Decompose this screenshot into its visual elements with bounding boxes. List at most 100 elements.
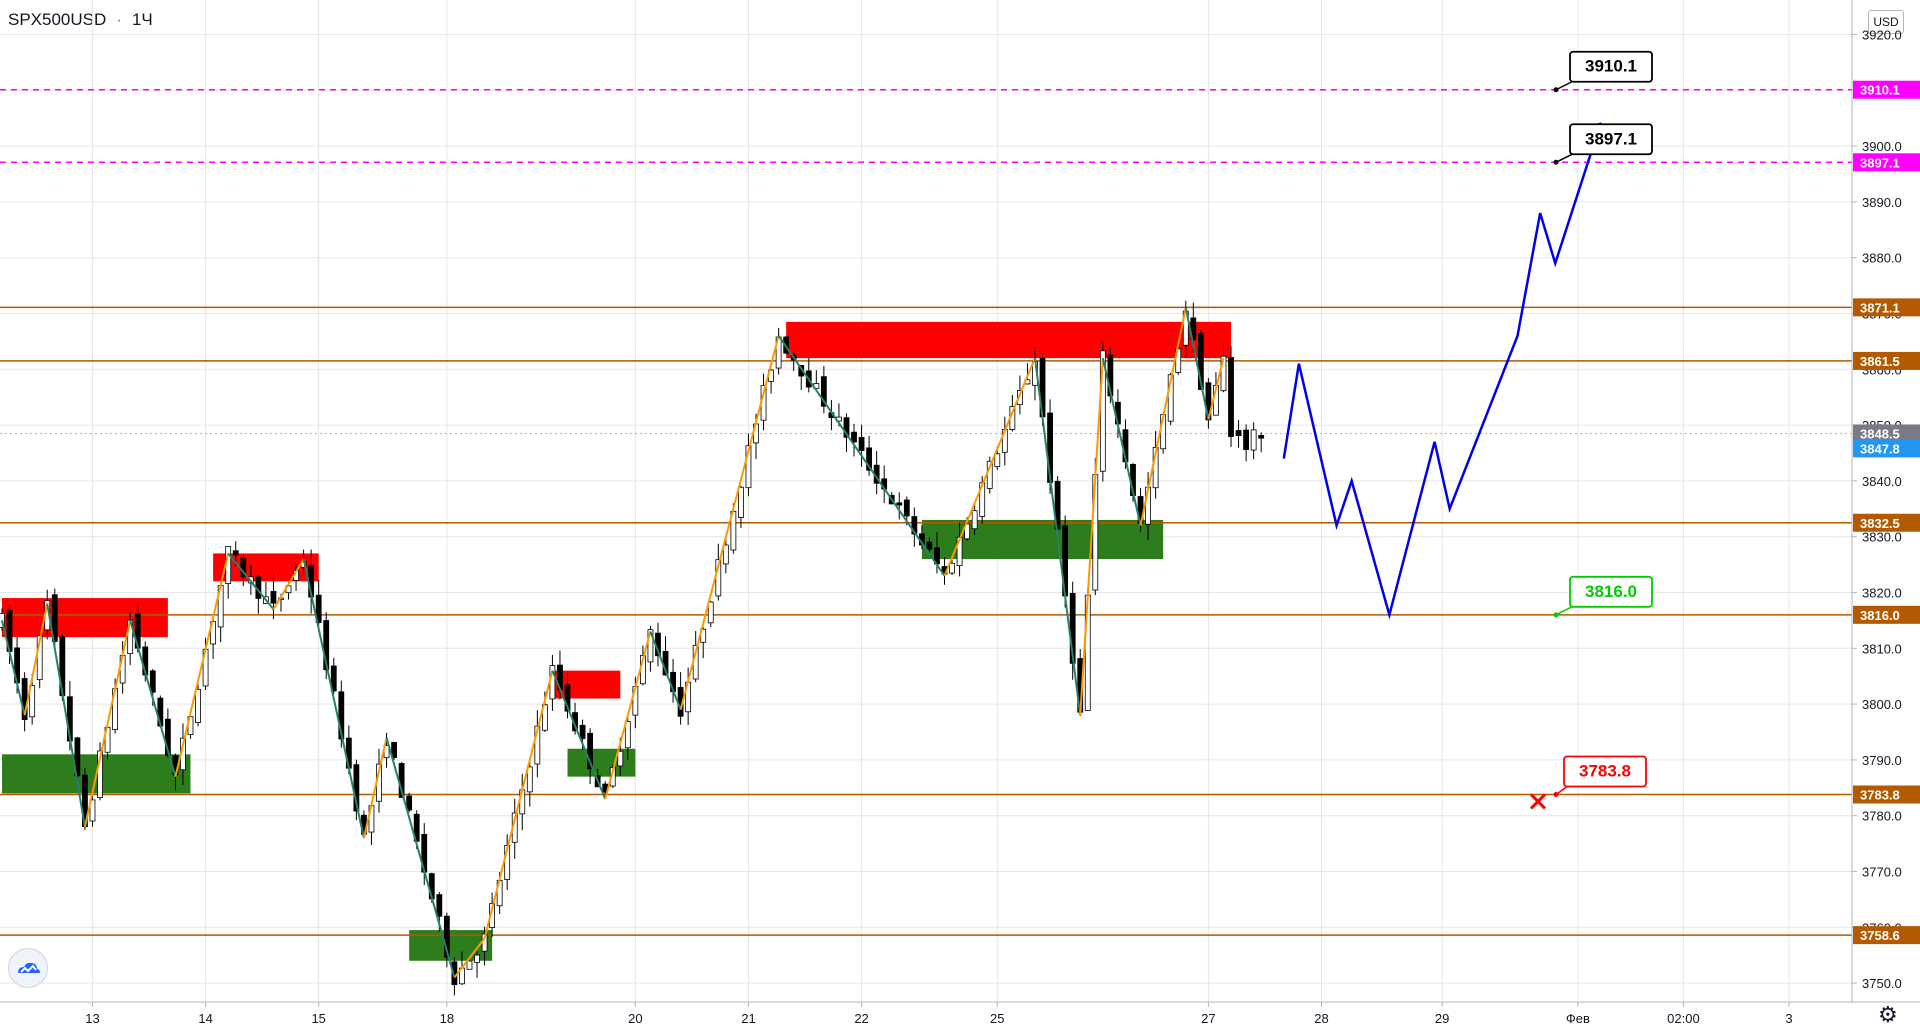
candle-body <box>338 691 345 740</box>
callout-box <box>1563 755 1647 788</box>
callouts-layer: 3910.1 3897.1 3816.0 3783.8 <box>1529 50 1653 810</box>
candle-body <box>647 629 654 663</box>
time-tick-label: 28 <box>1314 1011 1328 1026</box>
candle-body <box>541 704 548 731</box>
price-tick-label: 3800.0 <box>1862 697 1902 712</box>
zigzag-segment <box>777 335 946 577</box>
time-tick-label: 27 <box>1201 1011 1215 1026</box>
level-price-tag <box>1853 298 1920 317</box>
time-tick-label: 02:00 <box>1667 1011 1700 1026</box>
forecast-path <box>1282 123 1602 620</box>
settings-gear-icon[interactable]: ⚙ <box>1878 1002 1898 1027</box>
candle-body <box>1220 355 1227 392</box>
price-label-text: 3847.8 <box>1860 441 1900 456</box>
candle-body <box>164 718 171 756</box>
zigzag-layer <box>1 307 1225 979</box>
level-price-text: 3816.0 <box>1860 608 1900 623</box>
zigzag-segment <box>83 620 132 828</box>
symbol-header[interactable]: SPX500USD · 1Ч <box>8 10 153 30</box>
time-axis[interactable]: 13 14 15 18 20 21 22 25 27 28 29 Фев 02:00 3 <box>85 1002 1793 1026</box>
supply-zone <box>786 321 1232 359</box>
candle-body <box>549 665 556 700</box>
price-tick-label: 3830.0 <box>1862 530 1902 545</box>
price-tick-label: 3810.0 <box>1862 641 1902 656</box>
candle-body <box>195 688 201 723</box>
callout-box <box>1569 50 1653 83</box>
candle-body <box>315 594 322 623</box>
candle-body <box>1167 374 1174 422</box>
level-price-text: 3861.5 <box>1860 354 1900 369</box>
level-price-tag <box>1853 926 1920 945</box>
supply-zone <box>2 598 168 638</box>
candle-body <box>1243 429 1249 450</box>
candle-body <box>149 670 156 693</box>
zigzag-segment <box>1101 357 1142 526</box>
callout-text: 3816.0 <box>1585 582 1637 601</box>
level-price-text: 3871.1 <box>1860 300 1900 315</box>
price-label-tag <box>1853 439 1920 458</box>
candle-body <box>579 724 586 739</box>
level-price-text: 3897.1 <box>1860 155 1900 170</box>
interval-label[interactable]: 1Ч <box>131 10 153 29</box>
price-label-text: 3848.5 <box>1860 426 1900 441</box>
candle-body <box>51 594 58 642</box>
zigzag-segment <box>174 553 230 777</box>
candle-body <box>587 732 594 770</box>
zigzag-segment <box>302 558 365 839</box>
candle-body <box>406 795 413 811</box>
candle-body <box>843 417 850 438</box>
callout-text: 3910.1 <box>1585 57 1637 76</box>
candle-body <box>391 742 397 758</box>
candle-body <box>1205 382 1212 421</box>
candle-body <box>896 502 903 506</box>
demand-zone <box>567 748 636 777</box>
candle-body <box>866 447 872 471</box>
candle-body <box>617 750 624 767</box>
price-tick-label: 3900.0 <box>1862 139 1902 154</box>
callout-box <box>1569 123 1653 156</box>
time-tick-label: 20 <box>628 1011 642 1026</box>
candle-body <box>851 431 857 443</box>
candle-body <box>971 510 978 530</box>
time-tick-label: Фев <box>1566 1011 1590 1026</box>
candle-body <box>466 960 473 970</box>
candle-body <box>1197 332 1204 390</box>
price-tick-label: 3790.0 <box>1862 753 1902 768</box>
tradingview-logo[interactable] <box>8 948 48 988</box>
zigzag-segment <box>1 620 26 716</box>
price-label-tag <box>1853 424 1920 443</box>
header-separator: · <box>116 10 122 29</box>
currency-badge[interactable]: USD <box>1868 10 1904 34</box>
candle-body <box>624 721 631 749</box>
price-tick-label: 3770.0 <box>1862 865 1902 880</box>
zigzag-segment <box>362 737 388 839</box>
zigzag-segment <box>649 631 682 711</box>
candle-body <box>1250 429 1257 451</box>
price-tick-label: 3820.0 <box>1862 586 1902 601</box>
candle-body <box>820 376 827 407</box>
candle-body <box>474 954 480 963</box>
callout-dot <box>1553 612 1559 618</box>
symbol-name[interactable]: SPX500USD <box>8 10 107 29</box>
price-tick-label: 3780.0 <box>1862 809 1902 824</box>
callout-dot <box>1553 159 1559 165</box>
candle-body <box>745 445 752 489</box>
price-tick-label: 3880.0 <box>1862 251 1902 266</box>
candle-body <box>127 619 134 655</box>
candle-body <box>443 915 450 958</box>
price-axis[interactable]: 3920.03910.03900.03890.03880.03870.03860… <box>1852 28 1902 992</box>
zigzag-segment <box>1207 357 1225 420</box>
candle-body <box>29 685 36 718</box>
candle-body <box>722 544 729 565</box>
zigzag-segment <box>1184 307 1210 420</box>
candle-body <box>74 737 81 777</box>
callout-dot <box>1553 87 1559 93</box>
candle-body <box>1235 430 1242 436</box>
callout-text: 3897.1 <box>1585 129 1637 148</box>
candle-body <box>1258 435 1265 439</box>
time-tick-label: 3 <box>1785 1011 1792 1026</box>
time-tick-label: 21 <box>741 1011 755 1026</box>
candle-body <box>270 591 277 604</box>
candle-body <box>89 799 96 822</box>
